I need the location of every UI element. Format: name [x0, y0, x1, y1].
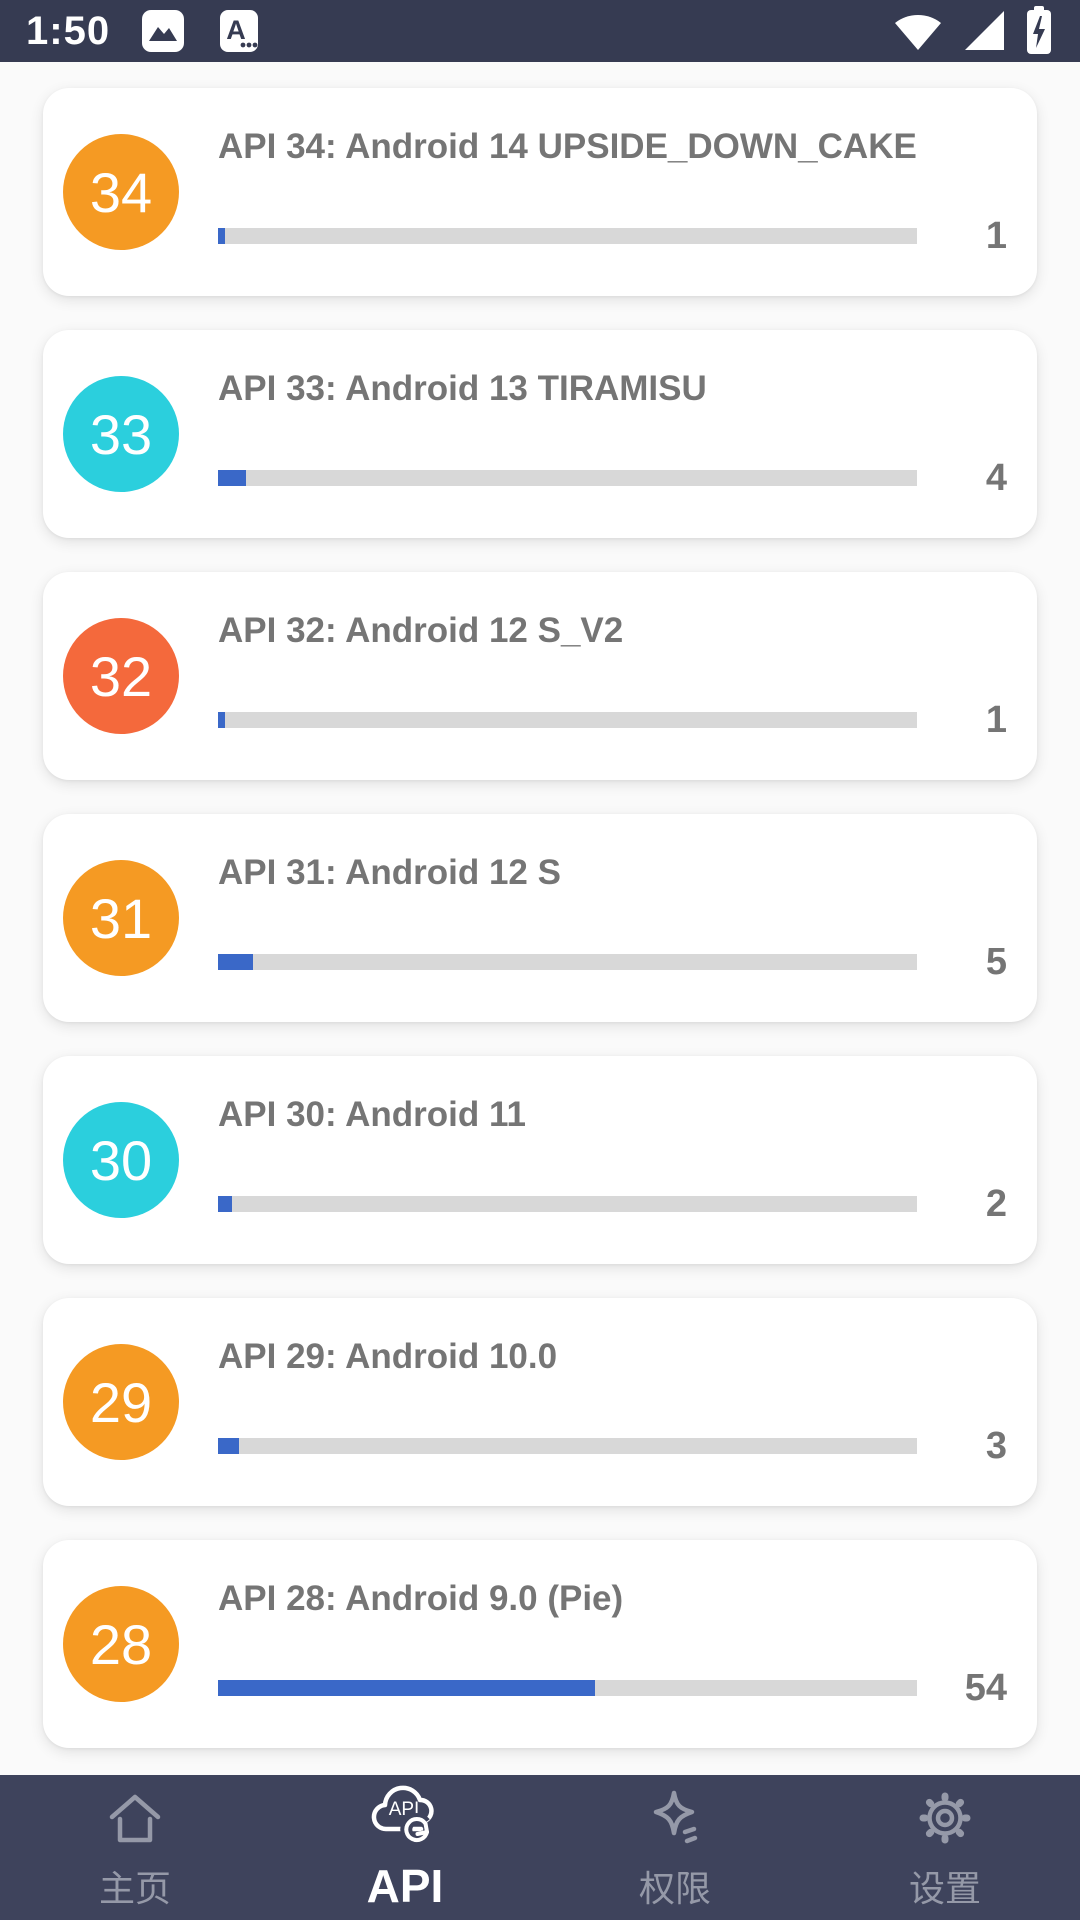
- api-level-badge: 28: [63, 1586, 179, 1702]
- card-body: API 28: Android 9.0 (Pie) 54: [218, 1579, 1007, 1710]
- nav-label-permissions: 权限: [638, 1867, 711, 1909]
- nav-label-settings: 设置: [908, 1867, 981, 1909]
- card-body: API 30: Android 11 2: [218, 1095, 1007, 1226]
- app-count: 1: [985, 698, 1007, 741]
- progress-bar-fill: [218, 1680, 596, 1696]
- progress-bar-track: [218, 1438, 917, 1454]
- progress-bar-fill: [218, 1196, 232, 1212]
- status-bar: 1:50 A: [0, 0, 1080, 62]
- api-card-title: API 34: Android 14 UPSIDE_DOWN_CAKE: [218, 126, 917, 166]
- api-card-title: API 29: Android 10.0: [218, 1336, 558, 1376]
- keyboard-a-icon: A: [216, 8, 262, 54]
- nav-item-home[interactable]: 主页: [0, 1775, 270, 1920]
- battery-charging-icon: [1024, 6, 1054, 56]
- progress-row: 2: [218, 1183, 1007, 1226]
- status-bar-right: [892, 6, 1054, 56]
- nav-label-api: API: [366, 1859, 444, 1912]
- card-body: API 29: Android 10.0 3: [218, 1337, 1007, 1468]
- progress-bar-track: [218, 1680, 917, 1696]
- api-cloud-icon: API: [369, 1783, 441, 1849]
- card-body: API 31: Android 12 S 5: [218, 853, 1007, 984]
- card-list: 34 API 34: Android 14 UPSIDE_DOWN_CAKE 1…: [0, 62, 1080, 1775]
- api-level-badge: 33: [63, 376, 179, 492]
- api-level-badge: 34: [63, 134, 179, 250]
- card-body: API 34: Android 14 UPSIDE_DOWN_CAKE 1: [218, 127, 1007, 258]
- sparkle-icon: [643, 1784, 707, 1850]
- card-body: API 33: Android 13 TIRAMISU 4: [218, 369, 1007, 500]
- wifi-icon: [892, 8, 944, 54]
- api-card[interactable]: 32 API 32: Android 12 S_V2 1: [43, 572, 1037, 780]
- app-count: 4: [985, 456, 1007, 499]
- app-count: 1: [985, 214, 1007, 257]
- api-level-badge: 32: [63, 618, 179, 734]
- clock: 1:50: [26, 8, 111, 53]
- progress-row: 54: [218, 1667, 1007, 1710]
- api-card[interactable]: 31 API 31: Android 12 S 5: [43, 814, 1037, 1022]
- api-card-title: API 32: Android 12 S_V2: [218, 610, 624, 650]
- api-card[interactable]: 29 API 29: Android 10.0 3: [43, 1298, 1037, 1506]
- api-card-title: API 33: Android 13 TIRAMISU: [218, 368, 707, 408]
- gear-icon: [913, 1784, 977, 1850]
- progress-bar-fill: [218, 228, 225, 244]
- progress-bar-track: [218, 712, 917, 728]
- api-level-badge: 29: [63, 1344, 179, 1460]
- nav-item-permissions[interactable]: 权限: [540, 1775, 810, 1920]
- app-count: 2: [985, 1182, 1007, 1225]
- progress-row: 3: [218, 1425, 1007, 1468]
- card-body: API 32: Android 12 S_V2 1: [218, 611, 1007, 742]
- api-card-title: API 31: Android 12 S: [218, 852, 561, 892]
- nav-label-home: 主页: [98, 1867, 171, 1909]
- api-card[interactable]: 30 API 30: Android 11 2: [43, 1056, 1037, 1264]
- api-level-badge: 31: [63, 860, 179, 976]
- photo-icon: [140, 8, 186, 54]
- api-card[interactable]: 34 API 34: Android 14 UPSIDE_DOWN_CAKE 1: [43, 88, 1037, 296]
- api-card-title: API 30: Android 11: [218, 1094, 526, 1134]
- home-icon: [103, 1784, 167, 1850]
- app-count: 5: [985, 940, 1007, 983]
- signal-icon: [960, 8, 1008, 54]
- bottom-nav: 主页 API API 权限: [0, 1775, 1080, 1920]
- progress-bar-fill: [218, 470, 246, 486]
- api-level-badge: 30: [63, 1102, 179, 1218]
- app-count: 54: [964, 1666, 1007, 1709]
- progress-bar-track: [218, 954, 917, 970]
- nav-item-api[interactable]: API API: [270, 1775, 540, 1920]
- svg-text:A: A: [226, 15, 246, 45]
- progress-bar-track: [218, 228, 917, 244]
- progress-row: 4: [218, 457, 1007, 500]
- nav-item-settings[interactable]: 设置: [810, 1775, 1080, 1920]
- progress-bar-fill: [218, 954, 253, 970]
- progress-bar-fill: [218, 712, 225, 728]
- progress-bar-track: [218, 1196, 917, 1212]
- api-card-title: API 28: Android 9.0 (Pie): [218, 1578, 624, 1618]
- api-card[interactable]: 28 API 28: Android 9.0 (Pie) 54: [43, 1540, 1037, 1748]
- progress-bar-track: [218, 470, 917, 486]
- progress-bar-fill: [218, 1438, 239, 1454]
- progress-row: 1: [218, 215, 1007, 258]
- progress-row: 5: [218, 941, 1007, 984]
- progress-row: 1: [218, 699, 1007, 742]
- app-count: 3: [985, 1424, 1007, 1467]
- api-card[interactable]: 33 API 33: Android 13 TIRAMISU 4: [43, 330, 1037, 538]
